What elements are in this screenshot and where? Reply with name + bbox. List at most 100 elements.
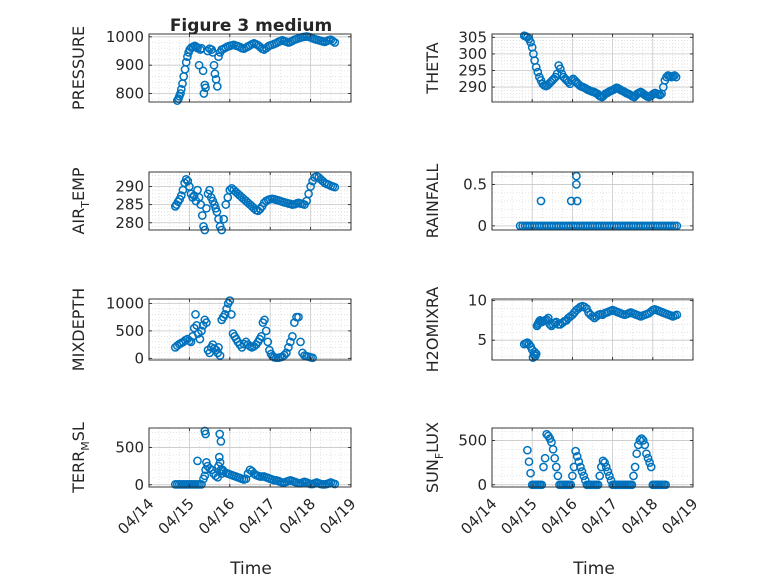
data-point	[263, 337, 273, 347]
data-point	[284, 343, 293, 352]
data-point	[672, 310, 682, 320]
data-point	[567, 76, 576, 85]
data-point	[630, 462, 640, 472]
subplot-mixdepth: 0 500 1000 MIXDEPTH	[69, 288, 352, 371]
data-point	[551, 462, 561, 472]
series-points	[170, 426, 340, 489]
x-axis-label-left: Time	[229, 559, 272, 579]
data-point	[214, 343, 223, 352]
data-point	[241, 474, 251, 484]
data-point	[282, 348, 291, 358]
data-point	[219, 214, 229, 224]
data-point	[186, 337, 196, 347]
data-point	[576, 462, 585, 472]
x-tick-label: 04/14	[457, 495, 500, 538]
y-axis-label: MIXDEPTH	[69, 288, 88, 371]
data-point	[571, 446, 580, 456]
y-axis-label: H2OMIXRA	[423, 287, 442, 373]
data-point	[181, 174, 191, 184]
data-point	[193, 456, 202, 466]
data-point	[194, 60, 204, 70]
data-point	[642, 449, 651, 459]
y-tick-label: 300	[458, 45, 487, 63]
data-point	[256, 332, 266, 341]
data-point	[215, 351, 225, 360]
y-tick-label: 0	[134, 476, 144, 494]
y-tick-label: 290	[115, 178, 144, 196]
data-point	[212, 82, 222, 91]
y-tick-label: 305	[458, 28, 487, 46]
y-tick-label: 500	[115, 438, 144, 456]
data-point	[308, 353, 317, 363]
data-point	[217, 469, 227, 478]
x-tick-label: 04/18	[276, 495, 319, 538]
data-point	[550, 453, 560, 463]
x-axis-label-right: Time	[572, 559, 615, 579]
subplot-sun-flux: 0 500 SUNFLUX 04/1404/1504/1604/1704/1804/1…	[423, 422, 701, 538]
data-point	[553, 471, 563, 481]
data-point	[201, 429, 210, 439]
data-point	[222, 304, 231, 314]
data-point	[605, 471, 614, 481]
data-point	[191, 310, 200, 319]
y-axis-label: AIRTEMP	[69, 167, 92, 234]
data-point	[199, 89, 209, 98]
data-point	[635, 436, 645, 445]
data-point	[629, 471, 638, 481]
series-points	[523, 429, 671, 490]
data-point	[640, 440, 650, 450]
y-tick-label: 0	[134, 349, 144, 367]
data-point	[539, 462, 548, 472]
data-point	[572, 452, 582, 461]
data-point	[294, 312, 303, 322]
data-point	[568, 471, 577, 481]
data-point	[566, 196, 576, 206]
data-point	[210, 69, 220, 79]
y-axis-label: SUNFLUX	[423, 422, 446, 493]
y-tick-label: 0	[477, 217, 487, 235]
y-axis-label: THETA	[423, 42, 442, 94]
data-point	[286, 337, 295, 347]
data-point	[288, 332, 297, 341]
y-tick-label: 285	[115, 196, 144, 214]
data-point	[330, 479, 340, 489]
data-point	[531, 62, 541, 72]
data-point	[540, 453, 550, 463]
subplot-pressure: 800 900 1000 PRESSURE	[69, 26, 352, 110]
y-tick-label: 5	[477, 331, 487, 349]
data-point	[672, 221, 682, 231]
data-point	[569, 462, 579, 472]
axes-box	[148, 171, 352, 231]
data-point	[197, 211, 207, 220]
data-point	[588, 312, 597, 321]
y-tick-label: 1000	[106, 28, 144, 46]
data-point	[220, 310, 230, 319]
data-point	[533, 67, 543, 77]
data-point	[200, 471, 210, 481]
y-tick-label: 900	[115, 56, 144, 74]
data-point	[579, 471, 589, 481]
data-point	[572, 180, 581, 189]
data-point	[572, 171, 581, 181]
data-point	[643, 453, 653, 463]
data-point	[328, 36, 338, 46]
data-point	[225, 296, 235, 305]
data-point	[627, 480, 637, 490]
data-point	[210, 200, 219, 209]
data-point	[279, 350, 289, 360]
series-points	[172, 32, 340, 105]
y-tick-label: 0	[477, 476, 487, 494]
y-tick-label: 295	[458, 61, 487, 79]
data-point	[176, 89, 185, 98]
y-tick-label: 500	[458, 431, 487, 449]
subplot-h2omixra: 5 10 H2OMIXRA	[423, 287, 694, 373]
data-point	[202, 318, 211, 327]
data-point	[192, 321, 202, 330]
data-point	[202, 203, 211, 213]
y-tick-label: 10	[468, 292, 487, 310]
axes-box	[491, 427, 694, 488]
